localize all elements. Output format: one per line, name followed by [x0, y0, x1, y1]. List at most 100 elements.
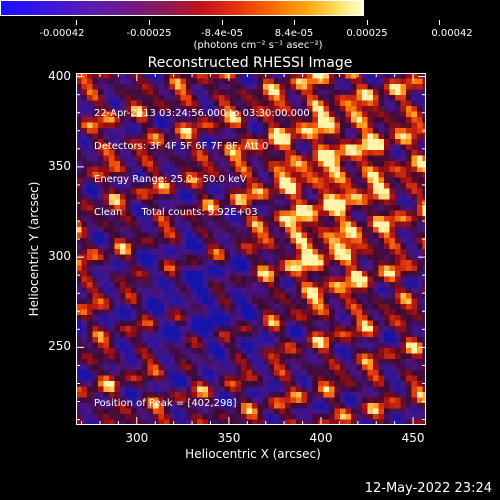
heatmap-cell: [290, 238, 297, 245]
heatmap-cell: [290, 199, 297, 206]
heatmap-cell: [301, 227, 308, 234]
heatmap-cell: [384, 144, 391, 151]
heatmap-cell: [345, 315, 352, 322]
heatmap-cell: [296, 348, 303, 355]
heatmap-cell: [323, 73, 330, 80]
heatmap-cell: [103, 216, 110, 223]
heatmap-cell: [318, 260, 325, 267]
heatmap-cell: [175, 128, 182, 135]
heatmap-cell: [142, 89, 149, 96]
heatmap-cell: [422, 188, 426, 195]
heatmap-cell: [147, 403, 154, 410]
heatmap-cell: [136, 177, 143, 184]
heatmap-cell: [164, 260, 171, 267]
heatmap-cell: [351, 139, 358, 146]
heatmap-cell: [257, 276, 264, 283]
heatmap-cell: [318, 106, 325, 113]
heatmap-cell: [373, 84, 380, 91]
heatmap-cell: [384, 249, 391, 256]
heatmap-cell: [213, 249, 220, 256]
heatmap-cell: [323, 95, 330, 102]
heatmap-cell: [378, 381, 385, 388]
heatmap-cell: [208, 210, 215, 217]
heatmap-cell: [406, 205, 413, 212]
heatmap-cell: [257, 243, 264, 250]
heatmap-cell: [307, 403, 314, 410]
heatmap-cell: [158, 232, 165, 239]
heatmap-cell: [147, 150, 154, 157]
heatmap-cell: [98, 172, 105, 179]
heatmap-cell: [389, 265, 396, 272]
heatmap-cell: [312, 309, 319, 316]
heatmap-cell: [268, 188, 275, 195]
heatmap-cell: [92, 227, 99, 234]
heatmap-cell: [417, 78, 424, 85]
heatmap-cell: [98, 188, 105, 195]
heatmap-cell: [417, 276, 424, 283]
heatmap-cell: [263, 150, 270, 157]
heatmap-cell: [175, 276, 182, 283]
heatmap-cell: [340, 205, 347, 212]
heatmap-cell: [422, 122, 426, 129]
heatmap-cell: [246, 249, 253, 256]
heatmap-cell: [235, 95, 242, 102]
heatmap-cell: [224, 177, 231, 184]
heatmap-cell: [98, 419, 105, 425]
heatmap-cell: [411, 370, 418, 377]
heatmap-cell: [268, 276, 275, 283]
heatmap-cell: [230, 238, 237, 245]
heatmap-cell: [81, 172, 88, 179]
heatmap-cell: [202, 172, 209, 179]
heatmap-cell: [389, 221, 396, 228]
heatmap-cell: [241, 133, 248, 140]
heatmap-cell: [246, 293, 253, 300]
heatmap-cell: [417, 111, 424, 118]
heatmap-cell: [384, 194, 391, 201]
heatmap-cell: [213, 392, 220, 399]
heatmap-cell: [219, 221, 226, 228]
heatmap-cell: [109, 221, 116, 228]
heatmap-cell: [395, 381, 402, 388]
heatmap-cell: [136, 161, 143, 168]
heatmap-cell: [373, 320, 380, 327]
heatmap-cell: [241, 386, 248, 393]
heatmap-cell: [235, 84, 242, 91]
heatmap-cell: [318, 95, 325, 102]
heatmap-cell: [197, 199, 204, 206]
heatmap-cell: [114, 122, 121, 129]
heatmap-cell: [208, 111, 215, 118]
heatmap-cell: [334, 188, 341, 195]
heatmap-cell: [329, 194, 336, 201]
heatmap-cell: [224, 249, 231, 256]
heatmap-cell: [114, 315, 121, 322]
heatmap-cell: [411, 260, 418, 267]
heatmap-cell: [290, 315, 297, 322]
heatmap-cell: [417, 397, 424, 404]
heatmap-cell: [323, 150, 330, 157]
heatmap-cell: [208, 403, 215, 410]
heatmap-cell: [373, 150, 380, 157]
heatmap-cell: [169, 150, 176, 157]
heatmap-cell: [384, 304, 391, 311]
heatmap-cell: [131, 326, 138, 333]
heatmap-cell: [81, 89, 88, 96]
heatmap-cell: [230, 210, 237, 217]
heatmap-cell: [213, 386, 220, 393]
heatmap-cell: [351, 282, 358, 289]
heatmap-cell: [186, 221, 193, 228]
heatmap-cell: [279, 265, 286, 272]
heatmap-cell: [208, 309, 215, 316]
heatmap-cell: [268, 216, 275, 223]
heatmap-cell: [367, 194, 374, 201]
heatmap-cell: [340, 419, 347, 425]
heatmap-cell: [169, 216, 176, 223]
heatmap-cell: [235, 199, 242, 206]
heatmap-cell: [158, 342, 165, 349]
heatmap-cell: [142, 128, 149, 135]
heatmap-cell: [307, 414, 314, 421]
heatmap-cell: [373, 309, 380, 316]
heatmap-cell: [224, 144, 231, 151]
heatmap-cell: [323, 370, 330, 377]
heatmap-cell: [164, 232, 171, 239]
heatmap-cell: [329, 326, 336, 333]
